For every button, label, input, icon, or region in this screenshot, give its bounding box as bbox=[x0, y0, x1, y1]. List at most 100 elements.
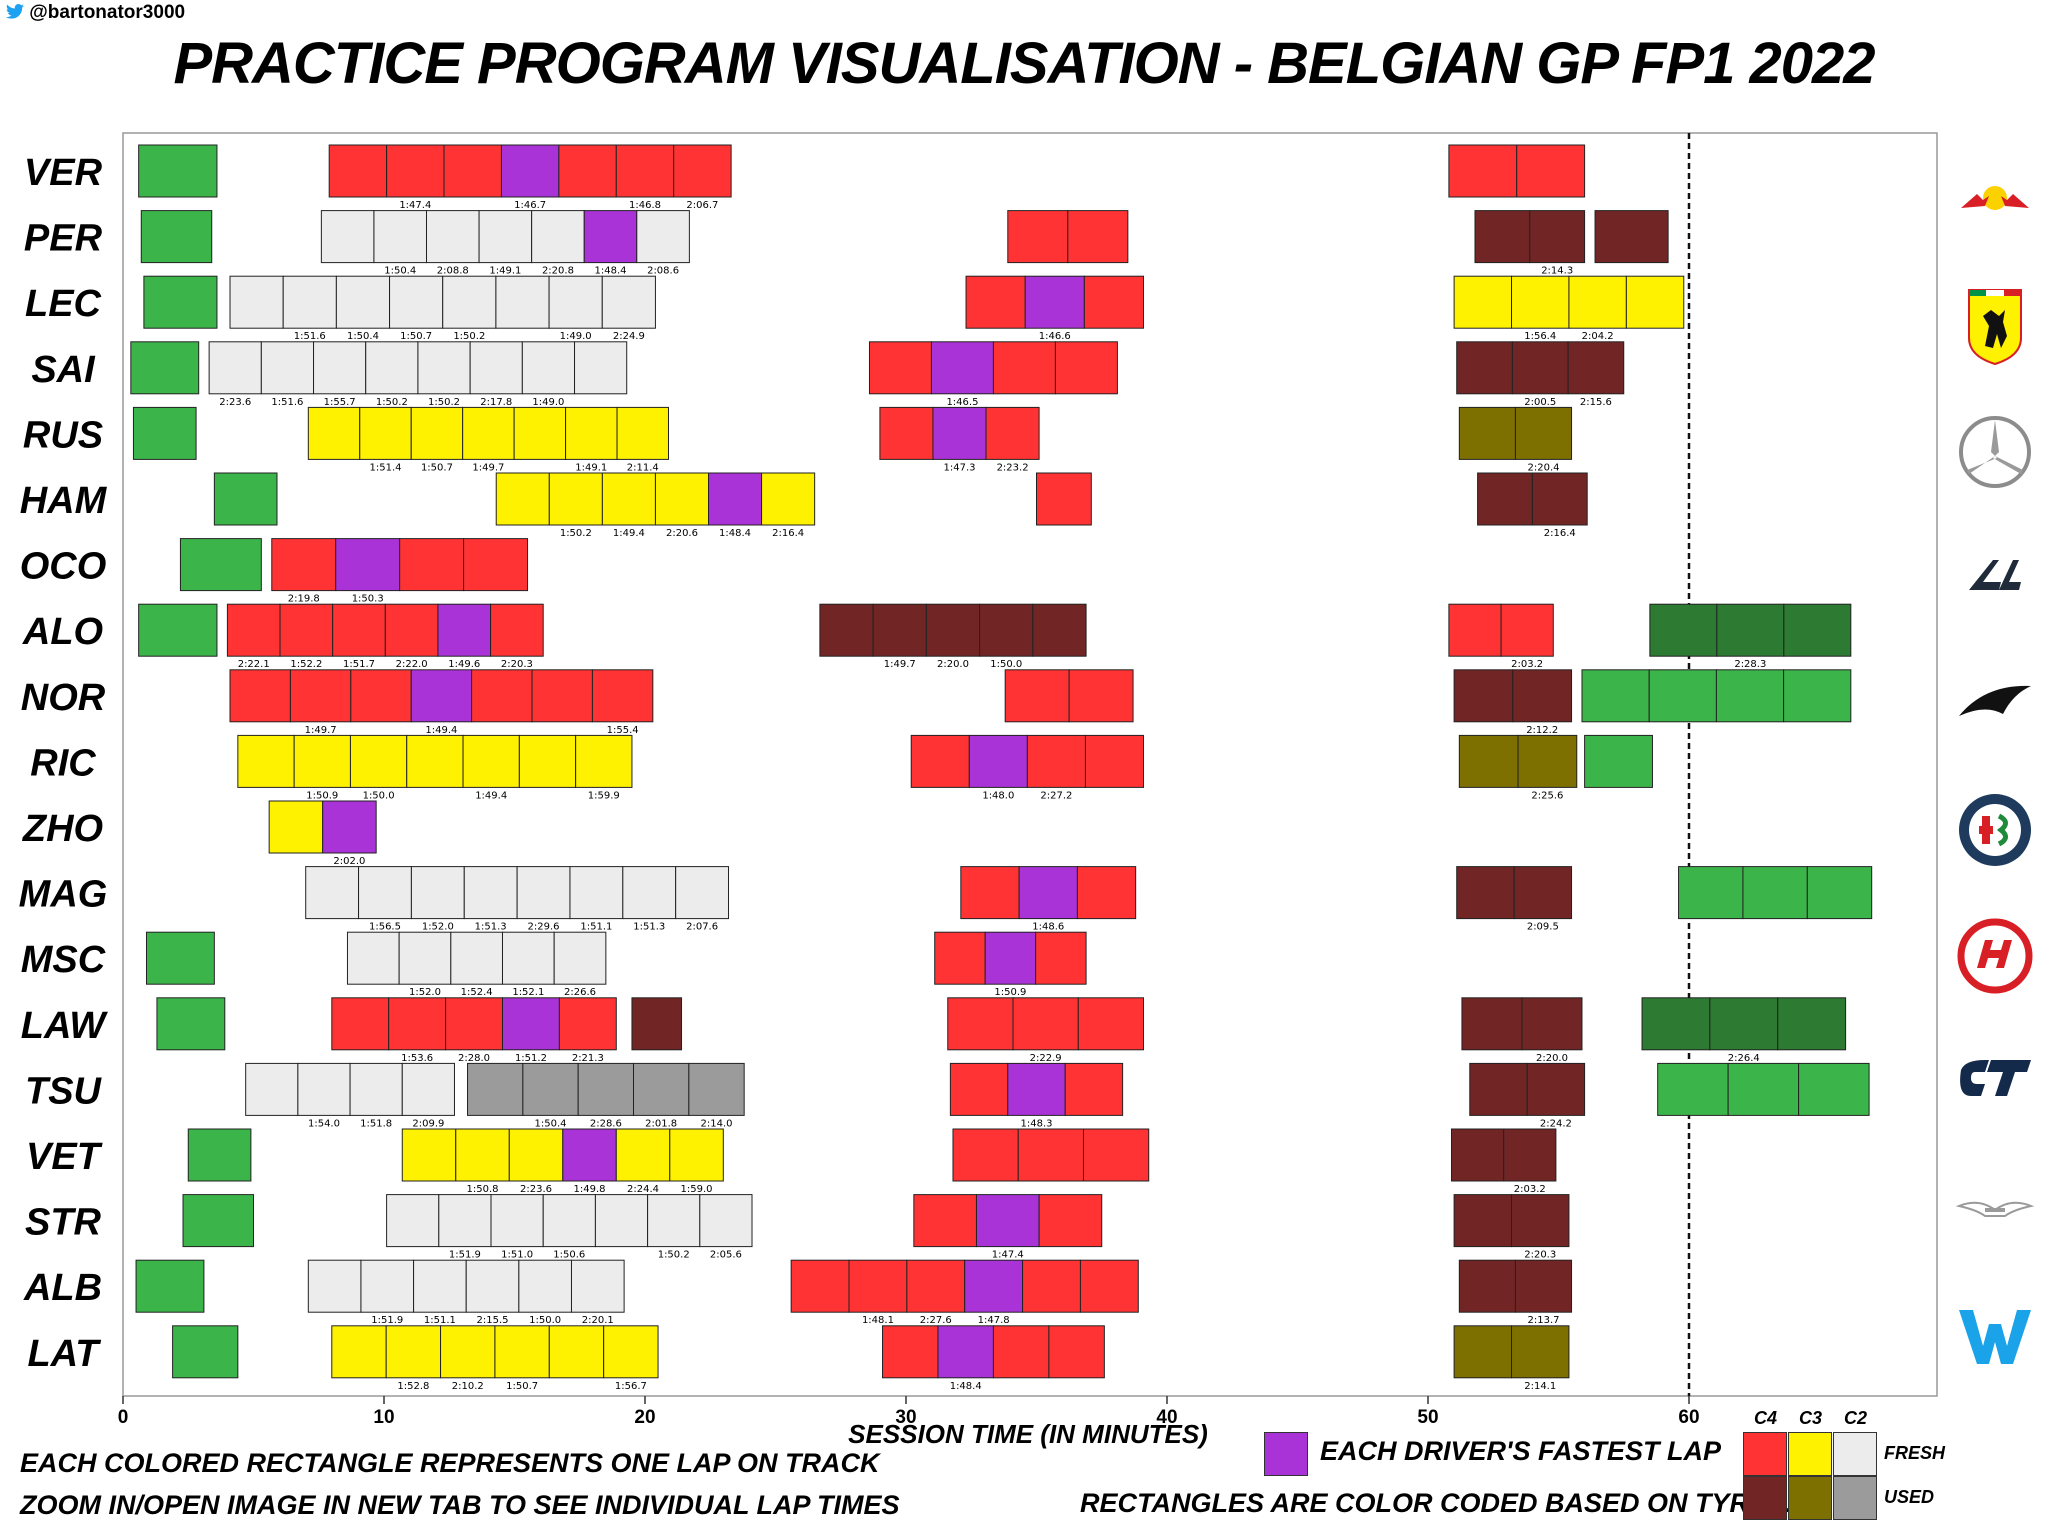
lap-rect bbox=[494, 1325, 550, 1379]
lap-time-label: 1:54.0 bbox=[308, 1118, 340, 1129]
lap-time-label: 2:28.0 bbox=[458, 1053, 490, 1064]
lap-rect bbox=[992, 341, 1056, 395]
lap-rect bbox=[1511, 275, 1570, 329]
lap-rect bbox=[467, 1062, 524, 1116]
handle-text: @bartonator3000 bbox=[29, 2, 186, 23]
lap-rect bbox=[1500, 603, 1554, 657]
lap-time-label: 2:15.6 bbox=[1580, 397, 1612, 408]
lap-time-label: 2:04.2 bbox=[1582, 331, 1614, 342]
lap-rect bbox=[1568, 275, 1627, 329]
lap-rect bbox=[268, 800, 324, 854]
lap-rect bbox=[1022, 1259, 1081, 1313]
lap-rect bbox=[1641, 997, 1711, 1051]
lap-time-label: 1:50.0 bbox=[363, 790, 395, 801]
driver-label-mag: MAG bbox=[19, 874, 108, 916]
lap-rect bbox=[1742, 866, 1808, 920]
legend-fresh-label: FRESH bbox=[1884, 1443, 1946, 1463]
lap-rect bbox=[478, 210, 533, 264]
lap-time-label: 2:06.7 bbox=[686, 200, 718, 211]
lap-rect bbox=[1036, 472, 1092, 526]
lap-rect bbox=[819, 603, 874, 657]
lap-rect bbox=[647, 1194, 701, 1248]
lap-time-label: 2:14.3 bbox=[1541, 266, 1573, 277]
lap-rect bbox=[968, 734, 1028, 788]
lap-rect bbox=[1067, 210, 1129, 264]
lap-time-label: 2:08.6 bbox=[647, 266, 679, 277]
lap-time-label: 1:59.9 bbox=[588, 790, 620, 801]
lap-rect bbox=[179, 538, 262, 592]
lap-rect bbox=[349, 1062, 403, 1116]
lap-time-label: 2:03.2 bbox=[1511, 659, 1543, 670]
lap-time-label: 1:47.3 bbox=[944, 462, 976, 473]
lap-rect bbox=[130, 341, 200, 395]
lap-rect bbox=[271, 538, 337, 592]
lap-time-label: 1:48.6 bbox=[1032, 922, 1064, 933]
driver-label-oco: OCO bbox=[20, 546, 107, 588]
legend-used-label: USED bbox=[1884, 1487, 1935, 1507]
lap-time-label: 1:47.8 bbox=[978, 1315, 1010, 1326]
lap-rect bbox=[1456, 341, 1513, 395]
lap-time-label: 2:09.5 bbox=[1527, 922, 1559, 933]
lap-rect bbox=[143, 275, 218, 329]
lap-time-label: 2:23.6 bbox=[520, 1184, 552, 1195]
lap-rect bbox=[569, 866, 624, 920]
lap-time-label: 1:50.0 bbox=[990, 659, 1022, 670]
legend-fastest-swatch bbox=[1264, 1432, 1308, 1476]
lap-rect bbox=[591, 669, 654, 723]
lap-rect bbox=[1783, 669, 1852, 723]
lap-rect bbox=[548, 275, 603, 329]
lap-rect bbox=[558, 144, 617, 198]
lap-rect bbox=[386, 144, 445, 198]
lap-rect bbox=[226, 603, 281, 657]
driver-label-alo: ALO bbox=[22, 611, 103, 653]
driver-label-sai: SAI bbox=[31, 349, 96, 391]
lap-rect bbox=[601, 472, 656, 526]
lap-rect bbox=[699, 1194, 753, 1248]
lap-rect bbox=[187, 1128, 252, 1182]
lap-time-label: 1:50.4 bbox=[347, 331, 379, 342]
lap-rect bbox=[1648, 669, 1717, 723]
lap-rect bbox=[297, 1062, 351, 1116]
lap-rect bbox=[1453, 1194, 1513, 1248]
driver-label-nor: NOR bbox=[21, 677, 106, 719]
lap-rect bbox=[237, 734, 295, 788]
lap-rect bbox=[518, 734, 577, 788]
lap-time-label: 1:50.8 bbox=[467, 1184, 499, 1195]
lap-time-label: 1:46.7 bbox=[514, 200, 546, 211]
lap-rect bbox=[495, 275, 550, 329]
lap-rect bbox=[879, 406, 934, 460]
lap-time-label: 1:51.7 bbox=[343, 659, 375, 670]
lap-time-label: 1:52.0 bbox=[422, 922, 454, 933]
lap-rect bbox=[307, 1259, 362, 1313]
lap-time-label: 2:24.9 bbox=[613, 331, 645, 342]
lap-rect bbox=[1079, 1259, 1139, 1313]
lap-rect bbox=[984, 931, 1037, 985]
lap-rect bbox=[1567, 341, 1625, 395]
lap-time-label: 1:46.6 bbox=[1039, 331, 1071, 342]
lap-rect bbox=[328, 144, 388, 198]
lap-rect bbox=[1777, 997, 1847, 1051]
lap-rect bbox=[583, 210, 638, 264]
lap-time-label: 1:50.4 bbox=[384, 266, 416, 277]
lap-rect bbox=[673, 144, 732, 198]
lap-rect bbox=[406, 734, 464, 788]
lap-rect bbox=[229, 275, 284, 329]
lap-rect bbox=[462, 406, 515, 460]
lap-time-label: 2:01.8 bbox=[645, 1118, 677, 1129]
lap-rect bbox=[601, 275, 656, 329]
x-tick-label: 20 bbox=[634, 1407, 655, 1428]
lap-rect bbox=[1458, 406, 1516, 460]
legend-medium-fresh-swatch bbox=[1788, 1432, 1832, 1476]
lap-rect bbox=[675, 866, 730, 920]
lap-rect bbox=[1018, 866, 1078, 920]
lap-time-label: 2:23.2 bbox=[997, 462, 1029, 473]
lap-rect bbox=[279, 603, 334, 657]
lap-rect bbox=[1516, 144, 1586, 198]
lap-rect bbox=[960, 866, 1020, 920]
lap-rect bbox=[949, 1062, 1009, 1116]
lap-rect bbox=[1458, 1259, 1516, 1313]
lap-rect bbox=[708, 472, 763, 526]
lap-rect bbox=[1038, 1194, 1103, 1248]
lap-time-label: 1:56.5 bbox=[369, 922, 401, 933]
